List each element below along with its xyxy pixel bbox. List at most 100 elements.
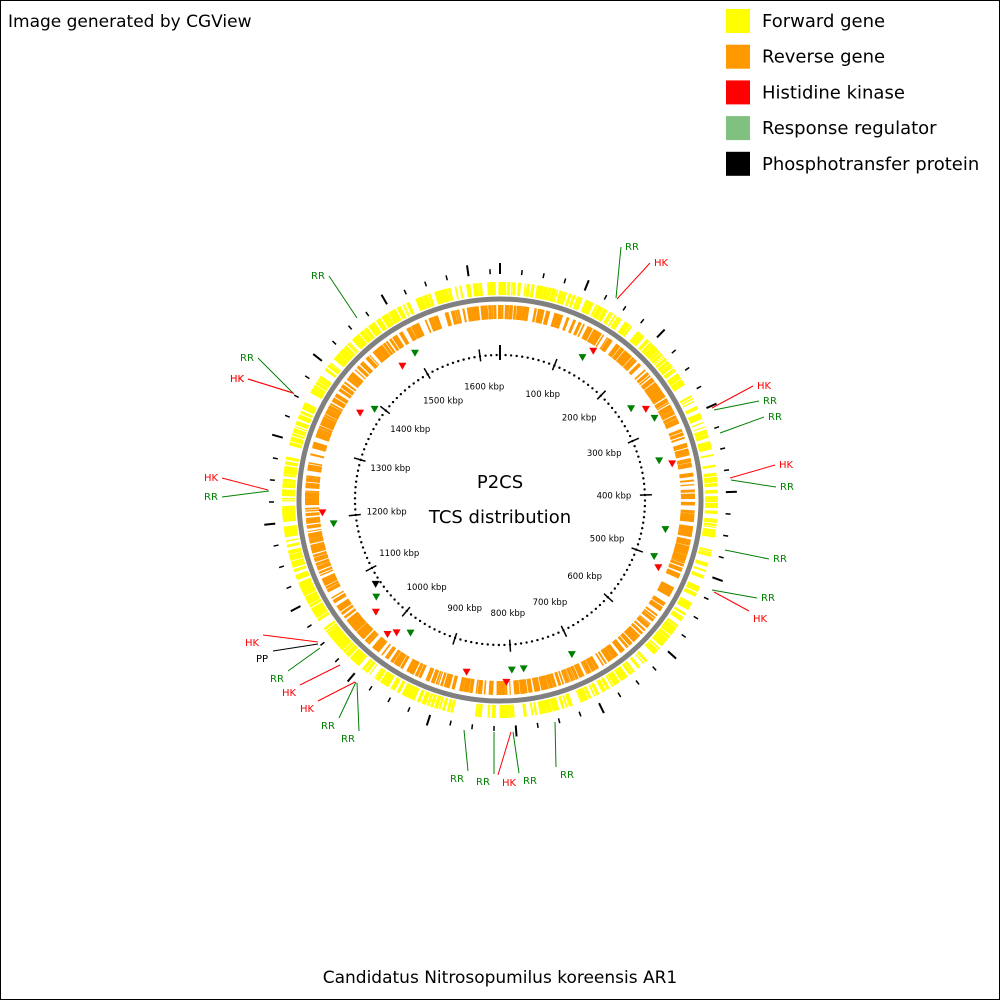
inner-dot [641,471,644,475]
gene-stripe [603,311,612,325]
outer-tick [273,544,279,547]
gene-stripe [702,530,716,536]
gene-stripe [520,306,525,321]
feature-leader [262,634,319,643]
gene-stripe [282,478,296,482]
gene-stripe [469,678,475,694]
gene-stripe [612,346,623,360]
outer-tick [706,402,717,409]
gene-stripe [578,688,586,702]
inner-dot [368,561,371,565]
gene-stripe [348,341,359,353]
gene-stripe [290,437,304,444]
gene-stripe [429,694,438,708]
gene-stripe [558,695,565,709]
gene-stripe [629,330,641,343]
gene-stripe [380,671,390,684]
gene-stripe [653,634,665,645]
gene-stripe [478,282,484,297]
gene-stripe [508,282,511,296]
inner-tick [401,606,411,617]
inner-dot [546,635,550,638]
gene-stripe [680,490,695,493]
gene-stripe [427,667,435,682]
gene-stripe [488,704,491,718]
gene-stripe [287,547,301,553]
feature-label: RR [476,777,490,788]
outer-tick [583,279,590,291]
gene-stripe [695,559,709,565]
gene-stripe [282,480,296,484]
gene-stripe [347,377,360,388]
gene-stripe [627,627,639,639]
inner-dot [552,633,555,637]
gene-stripe [566,693,573,707]
gene-stripe [684,587,698,596]
gene-stripe [322,416,337,425]
gene-stripe [479,704,483,718]
feature-marker [578,354,587,362]
gene-stripe [539,700,546,714]
inner-dot [642,516,646,519]
gene-stripe [331,590,344,599]
inner-dot [489,354,493,357]
gene-stripe [316,561,331,570]
gene-stripe [326,582,341,593]
inner-dot [473,356,476,359]
feature-marker [372,593,381,601]
gene-stripe [317,429,332,438]
inner-dot [358,535,361,539]
inner-dot [356,524,359,528]
gene-stripe [628,626,640,638]
gene-stripe [560,670,567,684]
gene-stripe [320,422,335,431]
feature-marker [371,608,380,616]
gene-stripe [310,602,324,610]
gene-stripe [542,675,549,690]
feature-marker [589,347,598,355]
gene-stripe [327,365,339,375]
gene-stripe [366,631,378,644]
inner-dot [364,442,368,446]
gene-stripe [284,531,298,537]
tick-label: 1400 kbp [390,425,430,435]
gene-stripe [401,682,410,696]
inner-dot [475,641,478,645]
gene-stripe [679,472,694,478]
gene-stripe [538,285,544,300]
outer-tick [346,672,356,683]
feature-label: HK [230,374,245,385]
gene-stripe [306,523,321,528]
inner-dot [395,396,399,400]
outer-tick [380,294,388,305]
gene-stripe [631,332,642,344]
gene-stripe [309,598,322,608]
inner-tick [627,437,640,444]
feature-marker [411,349,419,357]
gene-stripe [452,310,458,325]
gene-stripe [315,609,328,619]
gene-stripe [621,632,633,645]
outer-tick [603,294,608,300]
gene-stripe [670,611,683,622]
gene-stripe [617,635,629,649]
gene-stripe [675,451,690,458]
gene-stripe [393,308,402,322]
gene-stripe [378,318,388,330]
gene-stripe [540,675,546,691]
gene-stripe [342,347,354,359]
gene-stripe [613,639,625,653]
gene-stripe [668,563,683,570]
footer-caption: Candidatus Nitrosopumilus koreensis AR1 [323,968,678,988]
gene-stripe [505,305,510,320]
gene-stripe [651,596,666,607]
gene-stripe [651,352,663,364]
gene-stripe [607,643,619,658]
inner-dot [643,499,647,502]
inner-dot [448,634,452,638]
outer-tick [290,605,301,613]
gene-stripe [416,323,424,337]
outer-tick [723,469,730,472]
gene-stripe [617,321,628,334]
gene-stripe [703,520,717,524]
